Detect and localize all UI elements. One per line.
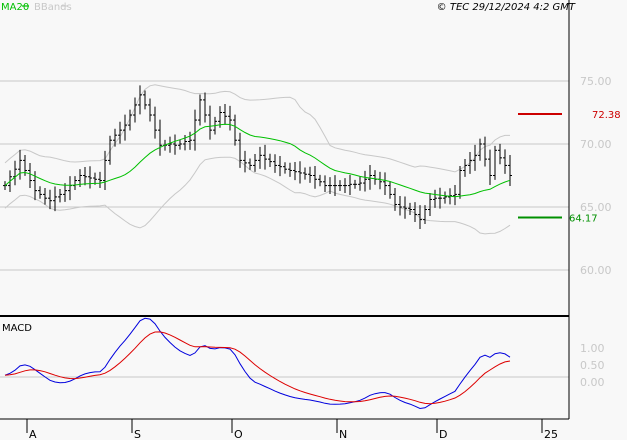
- signal-line: [4, 331, 511, 405]
- bband-upper: [4, 84, 510, 173]
- price-tick-label: 75.00: [580, 75, 612, 88]
- bollinger-bands: [4, 84, 511, 235]
- price-tick-label: 65.00: [580, 201, 612, 214]
- copyright: © TEC 29/12/2024 4:2 GMT: [437, 2, 576, 13]
- support-resistance: 72.38 64.17: [518, 110, 621, 224]
- x-tick-label: D: [439, 428, 447, 440]
- resistance-label: 72.38: [592, 110, 621, 121]
- axes: 75.00 70.00 65.00 60.00 1.00 0.50 0.00 A S O N D 25: [0, 0, 612, 440]
- x-tick-label: N: [339, 428, 347, 440]
- bband-lower: [4, 156, 511, 235]
- grid-lines: [0, 80, 569, 378]
- legend-ma20: MA20: [1, 2, 29, 13]
- x-tick-label: S: [134, 428, 141, 440]
- x-tick-label: O: [234, 428, 243, 440]
- macd-tick-label: 0.00: [580, 376, 605, 389]
- ma20-line: [4, 123, 511, 198]
- support-label: 64.17: [569, 213, 598, 224]
- macd-line: [4, 317, 511, 410]
- price-bars: [3, 85, 512, 230]
- ma20-polyline: [4, 123, 511, 198]
- legend-bbands: BBands: [34, 2, 72, 13]
- price-tick-label: 60.00: [580, 264, 612, 277]
- macd-tick-label: 1.00: [580, 342, 605, 355]
- x-tick-label: A: [29, 428, 37, 440]
- x-tick-label: 25: [544, 428, 558, 440]
- macd-panel: [4, 317, 511, 410]
- macd-tick-label: 0.50: [580, 359, 605, 372]
- price-tick-label: 70.00: [580, 138, 612, 151]
- macd-title: MACD: [2, 323, 32, 334]
